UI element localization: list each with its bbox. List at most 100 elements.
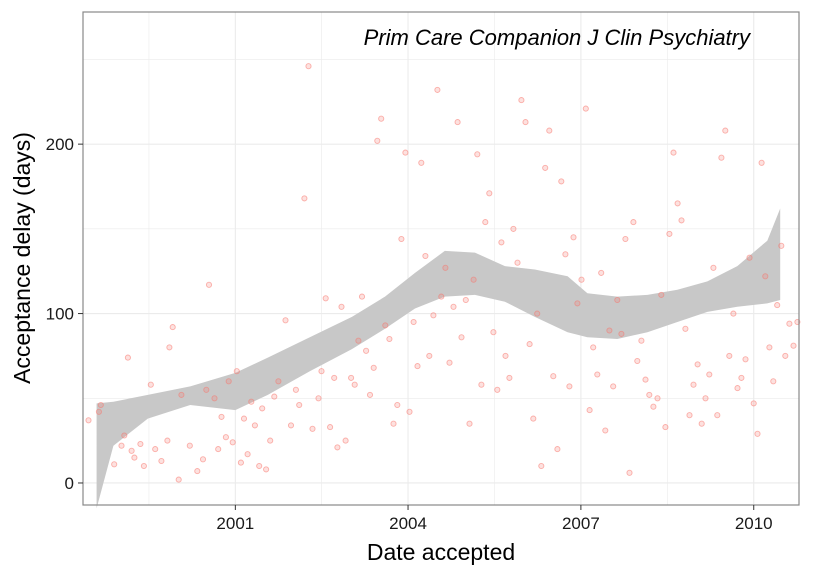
data-point [233, 368, 240, 375]
data-point [331, 374, 338, 381]
data-point [602, 427, 609, 434]
data-point [650, 403, 657, 410]
data-point [526, 341, 533, 348]
data-point [348, 374, 355, 381]
data-point [482, 219, 489, 226]
data-point [178, 391, 185, 398]
data-point [218, 413, 225, 420]
data-point [466, 420, 473, 427]
data-point [382, 322, 389, 329]
data-point [342, 437, 349, 444]
data-point [666, 230, 673, 237]
data-point [322, 295, 329, 302]
data-point [486, 190, 493, 197]
data-point [570, 234, 577, 241]
data-point [722, 127, 729, 134]
data-point [770, 378, 777, 385]
data-point [582, 105, 589, 112]
data-point [590, 344, 597, 351]
data-point [244, 451, 251, 458]
data-point [490, 329, 497, 336]
data-point [175, 476, 182, 483]
data-point [85, 417, 92, 424]
data-point [746, 254, 753, 261]
data-point [315, 395, 322, 402]
data-point [698, 420, 705, 427]
data-point [474, 151, 481, 158]
data-point [410, 318, 417, 326]
data-point [263, 466, 270, 473]
data-point [594, 371, 601, 378]
data-point [518, 97, 525, 104]
data-point [215, 446, 222, 453]
x-tick-label: 2010 [735, 514, 773, 533]
data-point [147, 381, 154, 388]
data-point [95, 408, 102, 415]
data-point [558, 178, 565, 185]
data-point [662, 424, 669, 431]
data-point [237, 459, 244, 466]
data-point [438, 293, 445, 300]
data-point [152, 446, 159, 453]
data-point [750, 400, 757, 407]
data-point [386, 335, 393, 343]
data-point [686, 412, 693, 419]
data-point [742, 356, 749, 363]
panel-border [82, 11, 800, 506]
data-point [766, 344, 773, 351]
data-point [358, 293, 366, 300]
data-point [131, 454, 138, 461]
data-point [305, 63, 312, 70]
data-point [398, 235, 405, 243]
data-point [626, 469, 633, 476]
data-point [271, 393, 278, 400]
data-point [622, 235, 629, 243]
data-point [790, 342, 797, 349]
data-point [355, 337, 362, 344]
data-point [762, 273, 769, 280]
data-point [506, 374, 513, 381]
data-point [327, 424, 334, 431]
data-point [124, 354, 131, 361]
data-point [574, 300, 581, 307]
chart-title: Prim Care Companion J Clin Psychiatry [364, 25, 752, 50]
data-point [318, 368, 325, 375]
data-point [478, 381, 485, 388]
data-point [638, 337, 645, 344]
data-point [550, 373, 557, 380]
data-point [158, 457, 165, 465]
smooth-confidence-band [96, 208, 781, 509]
data-point [634, 357, 641, 365]
data-point [642, 376, 649, 383]
data-point [259, 405, 266, 412]
data-point [510, 225, 517, 232]
data-point [137, 440, 144, 448]
data-point [614, 296, 621, 304]
data-point [446, 359, 453, 366]
data-point [470, 276, 477, 283]
data-point [414, 363, 421, 370]
data-point [630, 219, 637, 226]
data-point [363, 347, 370, 354]
data-point [522, 119, 529, 126]
data-point [606, 327, 613, 334]
axis-ticks: 2001 2004 2007 2010 0 100 200 [46, 135, 773, 533]
data-point [578, 276, 585, 283]
data-point [458, 334, 465, 341]
data-point [366, 391, 374, 398]
data-point [598, 269, 605, 276]
data-point [121, 432, 128, 439]
data-point [418, 159, 425, 166]
data-point [199, 456, 207, 463]
data-point [205, 281, 213, 288]
data-point [778, 242, 785, 249]
data-point [211, 395, 218, 402]
data-point [309, 425, 316, 432]
data-point [566, 383, 573, 390]
x-tick-label: 2004 [389, 514, 427, 533]
data-point [710, 264, 717, 271]
data-point [222, 434, 229, 441]
data-point [292, 386, 299, 393]
y-tick-label: 200 [46, 135, 74, 154]
data-point [164, 437, 171, 444]
